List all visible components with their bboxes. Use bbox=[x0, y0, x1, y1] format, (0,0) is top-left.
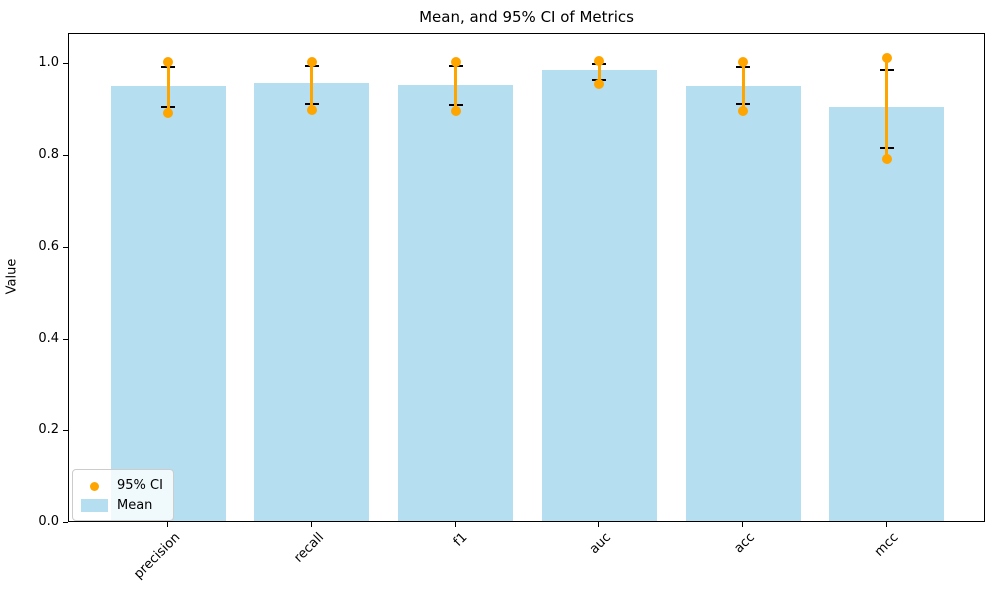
ci-dot-high-acc bbox=[738, 56, 749, 67]
legend: 95% CI Mean bbox=[72, 469, 174, 521]
y-tick-0.8 bbox=[63, 155, 68, 157]
bar-mcc bbox=[829, 106, 945, 521]
x-tick-mcc bbox=[885, 522, 887, 527]
ci-dot-high-mcc bbox=[881, 52, 892, 63]
y-tick-label-1.0: 1.0 bbox=[38, 55, 59, 71]
ci-line-mcc bbox=[885, 57, 889, 159]
legend-item-ci: 95% CI bbox=[81, 475, 163, 495]
ci-dot-high-auc bbox=[594, 56, 605, 67]
x-tick-acc bbox=[742, 522, 744, 527]
x-tick-auc bbox=[598, 522, 600, 527]
y-tick-1.0 bbox=[63, 63, 68, 65]
y-tick-0.0 bbox=[63, 522, 68, 523]
x-tick-label-mcc: mcc bbox=[871, 530, 902, 560]
legend-label-mean: Mean bbox=[117, 497, 153, 513]
ci-dot-low-mcc bbox=[881, 153, 892, 164]
x-tick-f1 bbox=[454, 522, 456, 527]
y-tick-label-0.4: 0.4 bbox=[38, 330, 59, 346]
x-tick-label-acc: acc bbox=[731, 530, 758, 557]
x-tick-label-recall: recall bbox=[290, 530, 327, 566]
ci-line-f1 bbox=[454, 61, 458, 112]
ci-dot-low-auc bbox=[594, 78, 605, 89]
ci-dot-low-precision bbox=[163, 107, 174, 118]
ci-dot-low-f1 bbox=[450, 106, 461, 117]
plot-area bbox=[68, 33, 985, 522]
y-tick-0.4 bbox=[63, 338, 68, 340]
ci-dot-high-f1 bbox=[450, 56, 461, 67]
ci-line-acc bbox=[741, 61, 745, 112]
x-tick-label-f1: f1 bbox=[450, 530, 471, 550]
x-tick-precision bbox=[167, 522, 169, 527]
chart-title: Mean, and 95% CI of Metrics bbox=[419, 8, 634, 26]
ci-line-precision bbox=[166, 62, 170, 113]
ci-marker-dot-icon bbox=[90, 482, 99, 491]
ci-line-auc bbox=[597, 61, 601, 84]
x-tick-label-precision: precision bbox=[130, 530, 183, 583]
ci-dot-high-precision bbox=[163, 57, 174, 68]
ci-line-recall bbox=[310, 61, 314, 111]
ci-dot-low-acc bbox=[738, 106, 749, 117]
y-tick-0.6 bbox=[63, 246, 68, 248]
ci-dot-low-recall bbox=[306, 105, 317, 116]
x-tick-recall bbox=[310, 522, 312, 527]
bar-precision bbox=[110, 85, 226, 521]
bar-f1 bbox=[398, 85, 514, 521]
y-tick-label-0.6: 0.6 bbox=[38, 238, 59, 254]
bar-recall bbox=[254, 83, 370, 521]
y-tick-label-0.2: 0.2 bbox=[38, 422, 59, 438]
legend-label-ci: 95% CI bbox=[117, 477, 163, 493]
legend-item-mean: Mean bbox=[81, 495, 163, 515]
y-tick-label-0.0: 0.0 bbox=[38, 514, 59, 529]
bar-auc bbox=[541, 69, 657, 521]
mean-patch-swatch bbox=[81, 498, 108, 512]
y-tick-label-0.8: 0.8 bbox=[38, 147, 59, 163]
bar-acc bbox=[685, 85, 801, 521]
ci-dot-high-recall bbox=[306, 56, 317, 67]
x-tick-label-auc: auc bbox=[586, 530, 614, 558]
y-tick-0.2 bbox=[63, 430, 68, 432]
